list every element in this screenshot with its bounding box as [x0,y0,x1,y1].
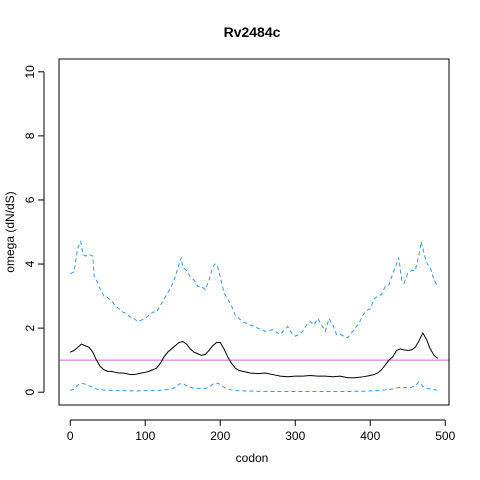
lower-bound-series [70,381,438,393]
y-axis-label: omega (dN/dS) [3,191,17,272]
x-tick-label: 200 [210,429,230,443]
y-tick-label: 2 [23,324,37,331]
x-tick-label: 0 [67,429,74,443]
plot-frame [58,58,450,406]
y-tick-label: 0 [23,389,37,396]
x-tick-label: 500 [435,429,455,443]
x-tick-label: 400 [360,429,380,443]
plot-area: 0 100 200 300 400 500 0 2 4 6 8 10 [23,65,456,443]
y-tick-label: 10 [23,65,37,79]
x-tick-label: 300 [285,429,305,443]
y-tick-label: 4 [23,260,37,267]
x-axis-label: codon [236,451,269,465]
x-tick-label: 100 [135,429,155,443]
omega-series [70,331,439,379]
y-tick-label: 8 [23,132,37,139]
y-tick-label: 6 [23,196,37,203]
chart-title: Rv2484c [224,24,281,40]
